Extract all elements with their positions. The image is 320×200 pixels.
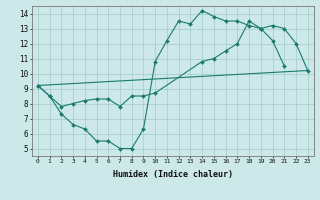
X-axis label: Humidex (Indice chaleur): Humidex (Indice chaleur) — [113, 170, 233, 179]
